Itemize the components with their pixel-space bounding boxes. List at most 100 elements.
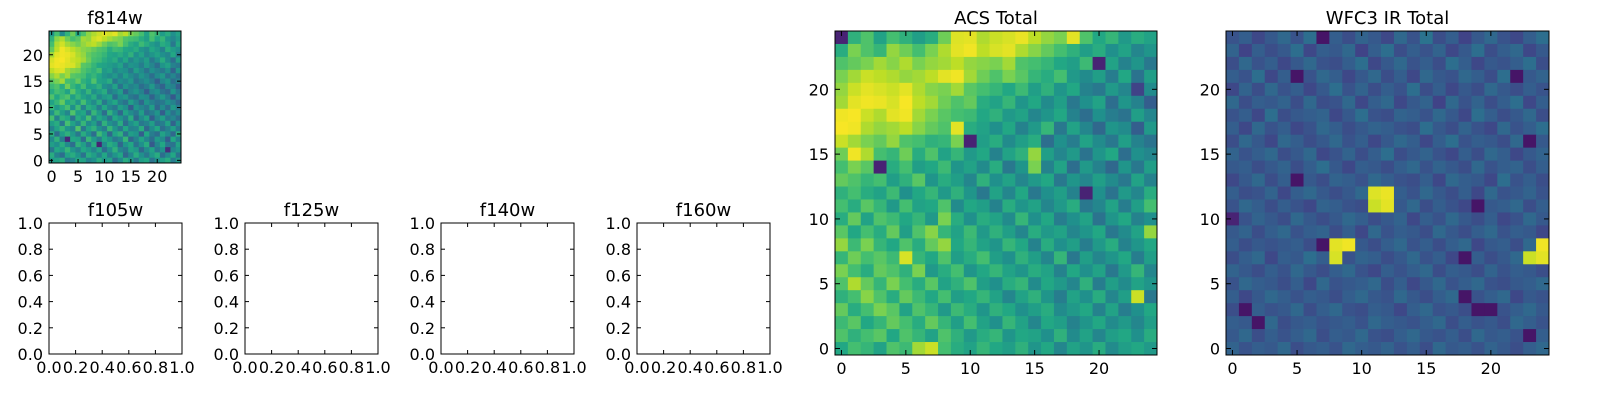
heatmap-cell bbox=[91, 46, 97, 53]
heatmap-cell bbox=[925, 212, 939, 226]
heatmap-cell bbox=[1432, 69, 1447, 84]
heatmap-cell bbox=[144, 46, 150, 53]
heatmap-cell bbox=[1419, 212, 1434, 226]
heatmap-cell bbox=[1041, 316, 1055, 330]
heatmap-cell bbox=[1458, 329, 1472, 343]
heatmap-cell bbox=[70, 78, 76, 85]
heatmap-cell bbox=[963, 108, 978, 123]
heatmap-cell bbox=[1316, 264, 1330, 278]
heatmap-cell bbox=[925, 134, 939, 149]
heatmap-cell bbox=[91, 78, 97, 85]
heatmap-cell bbox=[96, 136, 103, 143]
heatmap-cell bbox=[49, 152, 55, 159]
heatmap-cell bbox=[1316, 173, 1330, 187]
heatmap-cell bbox=[91, 57, 97, 64]
heatmap-cell bbox=[912, 69, 926, 84]
heatmap-cell bbox=[159, 131, 166, 137]
heatmap-cell bbox=[1406, 134, 1421, 149]
heatmap-cell bbox=[1238, 277, 1253, 291]
heatmap-cell bbox=[1381, 277, 1395, 291]
heatmap-cell bbox=[101, 131, 108, 137]
heatmap-cell bbox=[1536, 121, 1550, 136]
heatmap-cell bbox=[159, 78, 166, 85]
heatmap-cell bbox=[1118, 329, 1132, 343]
heatmap-cell bbox=[165, 31, 171, 37]
heatmap-cell bbox=[860, 147, 875, 161]
heatmap-cell bbox=[1264, 147, 1279, 161]
heatmap-cell bbox=[1342, 303, 1356, 317]
heatmap-cell bbox=[1290, 134, 1304, 149]
heatmap-cell bbox=[1381, 69, 1395, 84]
heatmap-cell bbox=[1290, 69, 1304, 84]
heatmap-cell bbox=[1053, 121, 1068, 136]
heatmap-cell bbox=[75, 110, 82, 116]
x-tick-label: 0.0 bbox=[624, 358, 649, 377]
heatmap-cell bbox=[1406, 186, 1421, 200]
heatmap-cell bbox=[175, 115, 182, 122]
heatmap-cell bbox=[1277, 329, 1291, 343]
heatmap-cell bbox=[149, 78, 155, 85]
heatmap-cell bbox=[950, 69, 965, 84]
heatmap-cell bbox=[1303, 82, 1317, 97]
heatmap-cell bbox=[144, 89, 150, 95]
heatmap-cell bbox=[938, 277, 952, 291]
heatmap-cell bbox=[899, 173, 913, 187]
heatmap-cell bbox=[112, 83, 119, 90]
heatmap-cell bbox=[144, 62, 150, 69]
heatmap-cell bbox=[1226, 277, 1240, 291]
heatmap-cell bbox=[144, 104, 150, 111]
heatmap-cell bbox=[873, 199, 887, 213]
heatmap-cell bbox=[1471, 329, 1485, 343]
heatmap-cell bbox=[1041, 147, 1055, 161]
heatmap-cell bbox=[976, 69, 990, 84]
heatmap-cell bbox=[96, 99, 103, 106]
heatmap-cell bbox=[133, 94, 140, 101]
heatmap-cell bbox=[1002, 147, 1016, 161]
heatmap-cell bbox=[85, 110, 92, 116]
heatmap-cell bbox=[154, 110, 161, 116]
heatmap-cell bbox=[899, 108, 913, 123]
heatmap-cell bbox=[1290, 225, 1304, 239]
heatmap-cell bbox=[1303, 251, 1317, 265]
heatmap-cell bbox=[1393, 238, 1408, 252]
heatmap-cell bbox=[128, 115, 134, 122]
heatmap-cell bbox=[138, 120, 145, 127]
heatmap-cell bbox=[54, 99, 60, 106]
heatmap-cell bbox=[1406, 82, 1421, 97]
heatmap-cell bbox=[1226, 82, 1240, 97]
heatmap-cell bbox=[85, 36, 92, 42]
heatmap-cell bbox=[96, 115, 103, 122]
heatmap-cell bbox=[1523, 108, 1537, 123]
heatmap-cell bbox=[1238, 225, 1253, 239]
heatmap-cell bbox=[1393, 251, 1408, 265]
heatmap-cell bbox=[59, 52, 66, 58]
heatmap-cell bbox=[1342, 56, 1356, 71]
y-tick-label: 0.2 bbox=[606, 319, 631, 338]
heatmap-cell bbox=[847, 95, 862, 110]
heatmap-cell bbox=[1432, 56, 1447, 71]
heatmap-cell bbox=[1381, 238, 1395, 252]
heatmap-cell bbox=[64, 46, 71, 53]
heatmap-cell bbox=[1523, 329, 1537, 343]
heatmap-cell bbox=[133, 110, 140, 116]
heatmap-cell bbox=[1432, 238, 1447, 252]
x-tick-label: 0.6 bbox=[508, 358, 533, 377]
heatmap-cell bbox=[80, 89, 87, 95]
heatmap-cell bbox=[1226, 186, 1240, 200]
heatmap-cell bbox=[133, 120, 140, 127]
heatmap-cell bbox=[976, 108, 990, 123]
heatmap-cell bbox=[1497, 56, 1511, 71]
heatmap-cell bbox=[847, 147, 862, 161]
heatmap-cell bbox=[886, 173, 900, 187]
heatmap-cell bbox=[165, 136, 171, 143]
heatmap-cell bbox=[1484, 329, 1498, 343]
heatmap-cell bbox=[1329, 199, 1343, 213]
heatmap-cell bbox=[1342, 95, 1356, 110]
heatmap-cell bbox=[1381, 43, 1395, 58]
heatmap-cell bbox=[1497, 316, 1511, 330]
heatmap-cell bbox=[128, 141, 134, 148]
heatmap-cell bbox=[1118, 277, 1132, 291]
heatmap-cell bbox=[1277, 160, 1291, 174]
y-tick-label: 0.6 bbox=[410, 266, 435, 285]
